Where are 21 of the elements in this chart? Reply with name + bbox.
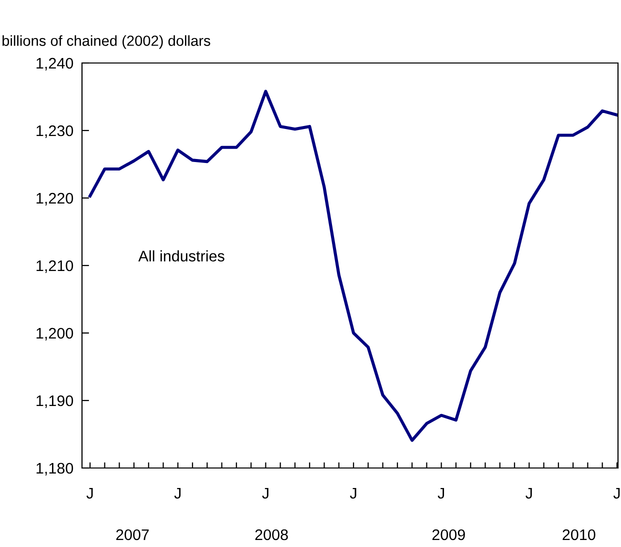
x-tick-label: J [438, 488, 444, 499]
y-tick-label: 1,200 [36, 328, 74, 340]
x-tick-label: J [350, 488, 356, 499]
x-tick-label: J [174, 488, 181, 499]
text: 2008 [255, 529, 288, 540]
x-tick-label: J [526, 488, 532, 499]
x-tick-label: J [262, 488, 268, 499]
y-tick-label: 1,210 [36, 260, 74, 273]
text: 2010 [562, 529, 596, 540]
annotation: All industries [138, 250, 224, 262]
x-tick-label: J [86, 488, 93, 499]
y-tick-label: 1,230 [36, 125, 74, 138]
y-tick-label: 1,240 [36, 58, 74, 70]
line-series [88, 90, 618, 442]
x-tick-label: J [613, 488, 620, 499]
y-tick-label: 1,190 [36, 395, 74, 408]
text: 2009 [432, 529, 465, 540]
y-axis-title: billions of chained (2002) dollars [2, 35, 210, 49]
y-tick-label: 1,180 [36, 462, 74, 476]
text: 2007 [116, 529, 149, 540]
y-tick-label: 1,220 [36, 192, 74, 206]
